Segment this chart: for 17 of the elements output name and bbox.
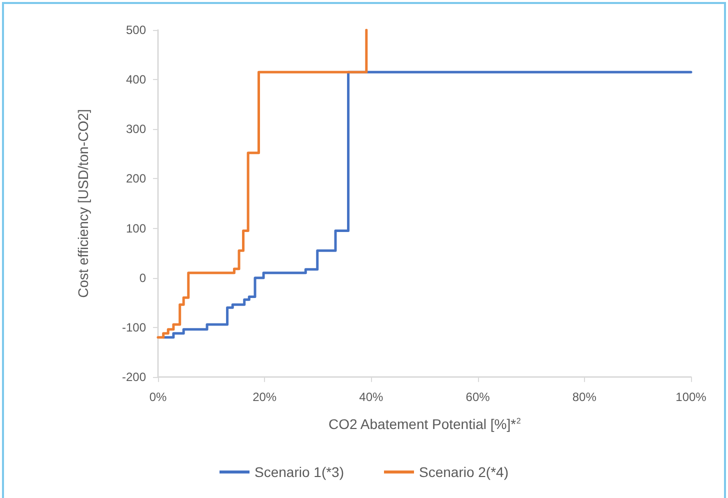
- x-tick-label: 20%: [252, 390, 277, 404]
- y-tick-label: 200: [126, 172, 146, 186]
- y-tick-label: 0: [139, 270, 146, 285]
- x-tick-label: 60%: [466, 390, 490, 404]
- y-tick-label: -100: [122, 320, 146, 334]
- x-tick-label: 0%: [149, 390, 167, 404]
- x-tick-label: 80%: [572, 390, 597, 404]
- x-tick-label: 100%: [676, 390, 707, 404]
- y-tick-label: 300: [126, 122, 146, 136]
- y-tick-label: -200: [122, 370, 146, 384]
- legend-label: Scenario 1(*3): [254, 464, 344, 480]
- x-tick-label: 40%: [359, 390, 384, 404]
- y-axis-title: Cost efficiency [USD/ton-CO2]: [75, 109, 91, 298]
- legend-label: Scenario 2(*4): [419, 464, 508, 480]
- y-tick-label: 400: [126, 72, 146, 87]
- y-tick-label: 100: [126, 221, 146, 236]
- y-tick-label: 500: [126, 23, 146, 37]
